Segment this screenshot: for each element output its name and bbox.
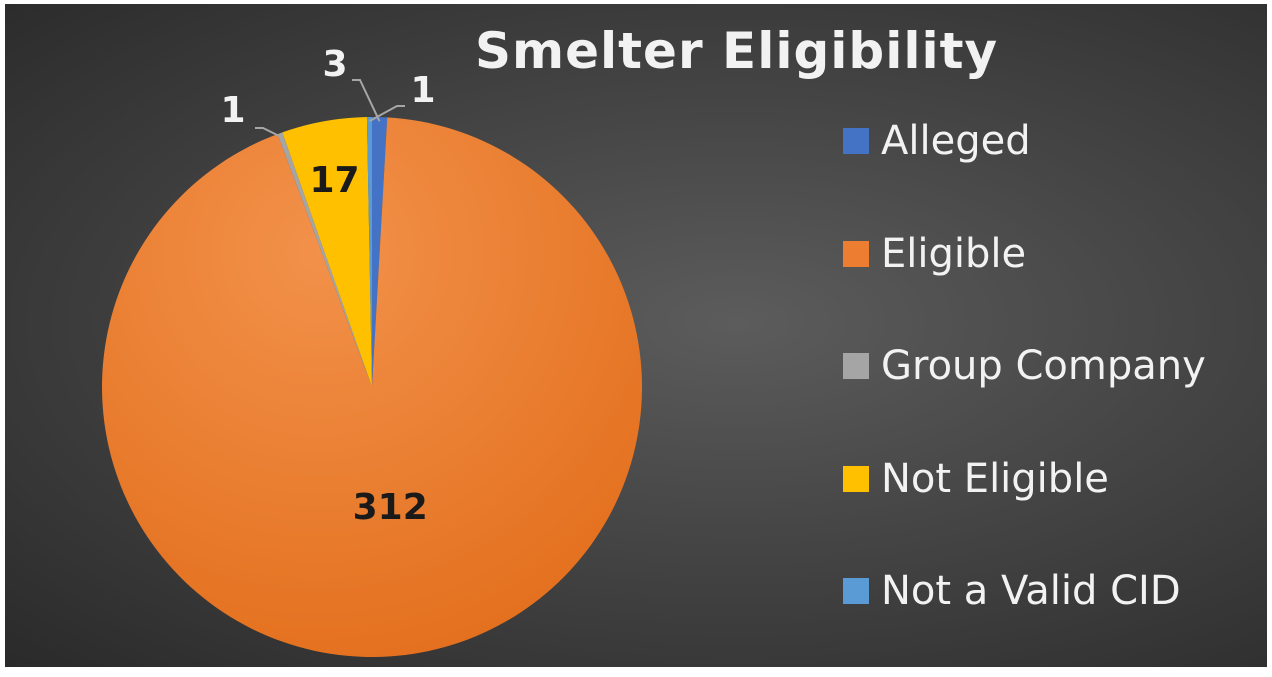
data-label-alleged: 3: [322, 44, 347, 85]
pie-slice-not-eligible: [282, 117, 372, 387]
legend-swatch-alleged: [843, 128, 869, 154]
legend-item-not-a-valid-cid: Not a Valid CID: [843, 564, 1206, 677]
pie-slice-eligible: [102, 117, 643, 657]
legend-item-eligible: Eligible: [843, 227, 1206, 340]
legend-swatch-eligible: [843, 240, 869, 267]
legend-swatch-group-company: [843, 353, 869, 379]
legend-item-group-company: Group Company: [843, 339, 1206, 452]
data-label-eligible: 312: [353, 487, 428, 528]
data-label-group-company: 1: [220, 90, 245, 131]
legend-swatch-not-eligible: [843, 465, 869, 492]
legend-label-eligible: Eligible: [881, 230, 1027, 277]
data-label-not-a-valid-cid: 1: [410, 70, 435, 111]
legend-label-group-company: Group Company: [881, 343, 1206, 389]
chart-area: Smelter Eligibility 3 312 1 17 1 Alleged Elig…: [5, 4, 1267, 667]
data-label-not-eligible: 17: [310, 160, 360, 201]
legend-label-alleged: Alleged: [881, 118, 1031, 164]
pie-chart: 3 312 1 17 1: [102, 44, 643, 657]
legend-item-alleged: Alleged: [843, 114, 1206, 227]
legend-label-not-a-valid-cid: Not a Valid CID: [881, 568, 1181, 614]
legend-item-not-eligible: Not Eligible: [843, 452, 1206, 565]
legend-swatch-not-a-valid-cid: [843, 578, 869, 604]
legend: Alleged Eligible Group Company Not Eligible…: [843, 114, 1206, 677]
leader-line-not-a-valid-cid: [369, 105, 405, 122]
legend-label-not-eligible: Not Eligible: [881, 455, 1109, 502]
leader-line-alleged: [352, 79, 381, 122]
pie-slice-alleged: [372, 117, 388, 387]
pie-slice-group-company: [277, 132, 372, 387]
chart-title: Smelter Eligibility: [475, 22, 999, 80]
pie-slice-not-a-valid-cid: [366, 117, 372, 387]
leader-line-group-company: [255, 127, 282, 138]
